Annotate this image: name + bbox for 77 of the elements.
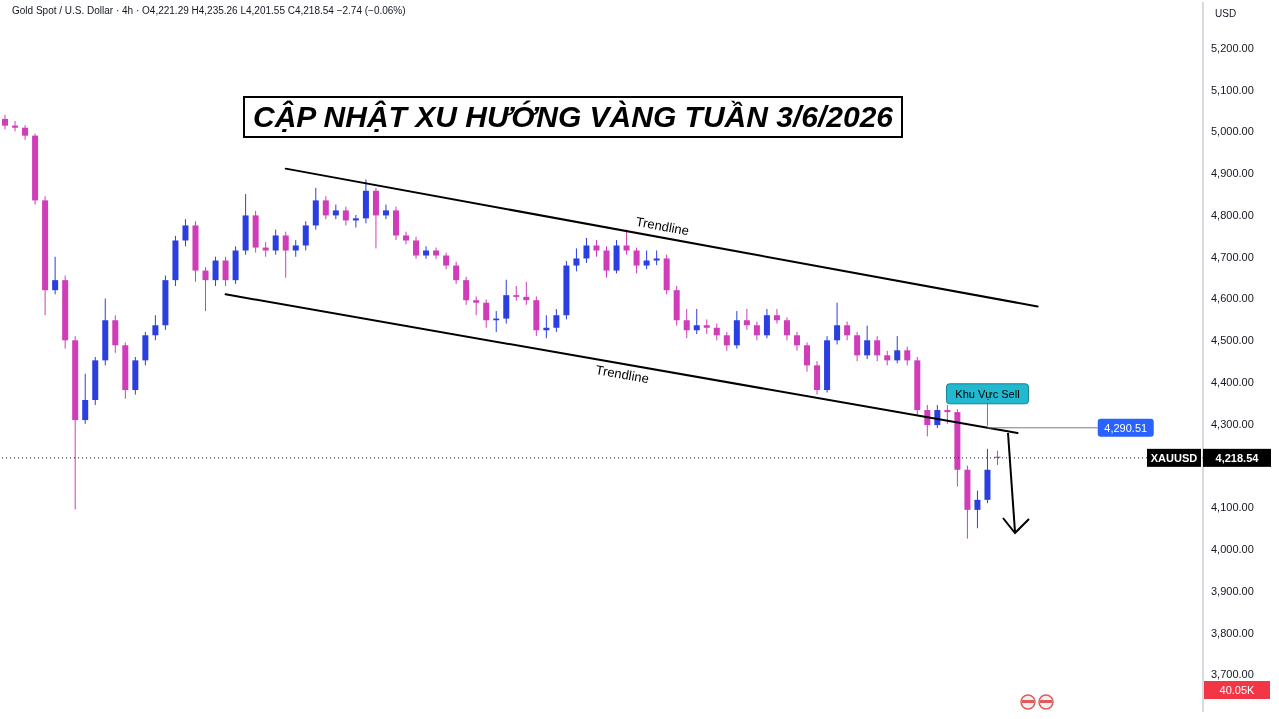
candlestick	[753, 321, 760, 341]
candlestick	[854, 331, 861, 362]
candlestick	[844, 321, 851, 341]
candlestick	[212, 256, 219, 287]
candlestick	[553, 308, 560, 333]
candlestick	[302, 220, 309, 251]
candlestick	[683, 308, 690, 339]
candlestick	[202, 266, 209, 312]
candlestick	[804, 341, 811, 373]
y-tick-label: 4,900.00	[1211, 167, 1254, 180]
candlestick	[633, 247, 640, 274]
chart-subtitle: Gold Spot / U.S. Dollar · 4h · O4,221.29 H4,235.26 L4,201.55 C4,218.54 −2.74 (−0.06%)	[12, 5, 406, 16]
y-tick-label: 3,700.00	[1211, 668, 1254, 681]
candlestick	[463, 276, 470, 306]
candlestick	[82, 373, 89, 425]
annotation: Khu Vực Sell	[955, 387, 1020, 400]
candlestick	[282, 231, 289, 279]
candlestick	[583, 237, 590, 264]
y-tick-label: 4,700.00	[1211, 250, 1254, 263]
candlestick	[773, 308, 780, 325]
candlestick	[974, 490, 981, 529]
candlestick	[483, 298, 490, 329]
candlestick	[272, 229, 279, 256]
y-tick-label: 5,200.00	[1211, 41, 1254, 54]
candlestick	[52, 256, 59, 295]
candlestick	[22, 124, 29, 141]
text: CẬP NHẬT XU HƯỚNG VÀNG TUẦN 3/6/2026	[243, 96, 904, 138]
candlestick	[793, 331, 800, 352]
candlestick	[894, 335, 901, 364]
candlestick	[783, 316, 790, 341]
candlestick	[743, 308, 750, 331]
candlestick	[352, 214, 359, 229]
candlestick	[413, 236, 420, 260]
candlestick	[152, 314, 159, 341]
y-tick-label: 4,100.00	[1211, 501, 1254, 514]
y-tick-label: 4,300.00	[1211, 417, 1254, 430]
candlestick	[453, 261, 460, 285]
candlestick	[864, 325, 871, 360]
candlestick	[222, 256, 229, 287]
y-tick-label: 4,500.00	[1211, 334, 1254, 347]
candlestick	[623, 229, 630, 256]
candlestick	[834, 302, 841, 345]
y-tick-label: 3,800.00	[1211, 626, 1254, 639]
y-tick-label: 3,900.00	[1211, 584, 1254, 597]
text: Trendline	[634, 213, 691, 239]
y-tick-label: 4,600.00	[1211, 292, 1254, 305]
candlestick	[423, 245, 430, 260]
candlestick	[342, 206, 349, 226]
candlestick	[723, 331, 730, 352]
candlestick	[182, 218, 189, 247]
ref-line-label: 4,290.51	[1104, 421, 1148, 434]
candlestick	[643, 250, 650, 270]
candlestick	[693, 308, 700, 335]
candlestick	[473, 295, 480, 316]
candlestick	[944, 404, 951, 425]
y-tick-label: 4,000.00	[1211, 543, 1254, 556]
candlestick	[904, 346, 911, 366]
y-axis-title: USD	[1215, 8, 1237, 19]
candlestick	[382, 204, 389, 220]
candlestick	[603, 245, 610, 279]
candlestick	[2, 114, 9, 130]
candlestick	[403, 231, 410, 245]
candlestick	[322, 195, 329, 220]
candlestick	[523, 281, 530, 306]
y-tick-label: 4,800.00	[1211, 208, 1254, 221]
y-tick-label: 5,000.00	[1211, 125, 1254, 138]
candlestick	[433, 247, 440, 260]
candlestick	[12, 120, 19, 132]
candlestick	[573, 247, 580, 272]
text: 40.05K	[1219, 684, 1256, 696]
text: XAUUSD 4,218.54	[1150, 451, 1259, 464]
text: Trendline	[594, 362, 651, 387]
candlestick	[503, 279, 510, 325]
y-tick-label: 4,400.00	[1211, 375, 1254, 388]
y-tick-label: 5,100.00	[1211, 83, 1254, 96]
candlestick	[874, 335, 881, 362]
candlestick	[763, 308, 770, 339]
